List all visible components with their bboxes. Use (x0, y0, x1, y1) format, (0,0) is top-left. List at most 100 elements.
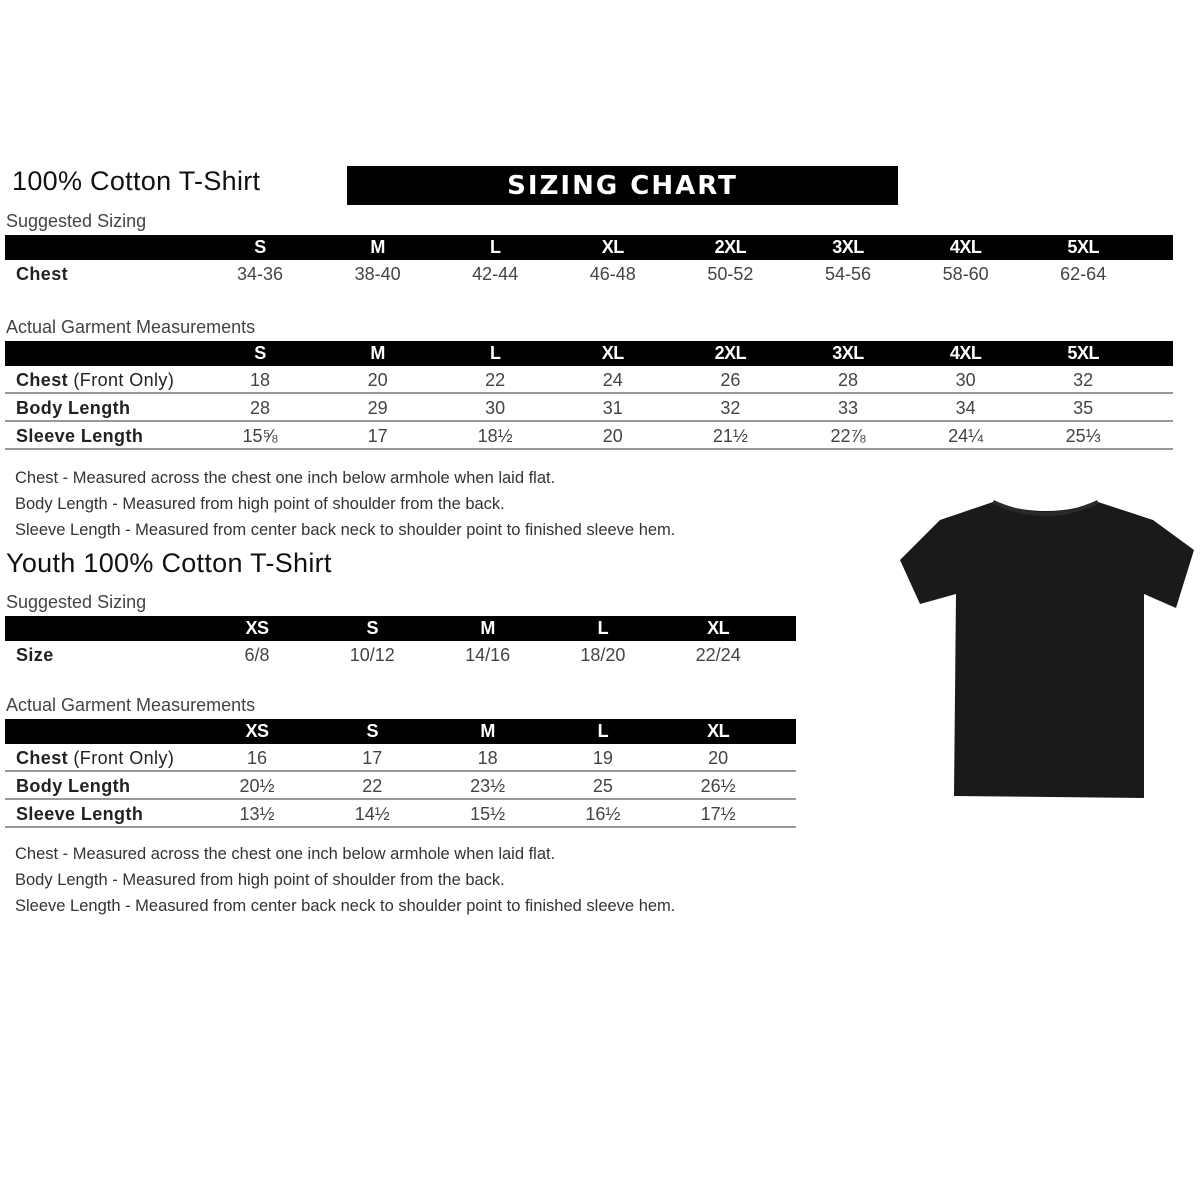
table-row: Sleeve Length 15⅝ 17 18½ 20 21½ 22⅞ 24¼ 25⅓ (5, 422, 1173, 450)
youth-note-body: Body Length - Measured from high point o… (15, 871, 505, 889)
table-row: Chest 34-36 38-40 42-44 46-48 50-52 54-56 58-60… (5, 260, 1173, 288)
size-header: S (254, 237, 266, 257)
row-label-text: Chest (16, 264, 69, 284)
row-label: Size (16, 645, 54, 666)
size-header: 4XL (949, 343, 982, 363)
cell-value: 22 (485, 370, 506, 390)
cell-value: 18/20 (580, 645, 626, 665)
cell-value: 20 (602, 426, 623, 446)
size-header-row: S M L XL 2XL 3XL 4XL 5XL (5, 341, 1173, 366)
size-header: XL (707, 721, 730, 741)
row-label-text: Body Length (16, 776, 131, 796)
cell-value: 29 (367, 398, 388, 418)
table-row: Sleeve Length 13½ 14½ 15½ 16½ 17½ (5, 800, 796, 828)
cell-value: 30 (955, 370, 976, 390)
adult-note-body: Body Length - Measured from high point o… (15, 495, 505, 513)
cell-value: 22⅞ (830, 426, 866, 446)
cell-value: 28 (837, 370, 859, 390)
adult-note-chest: Chest - Measured across the chest one in… (15, 469, 556, 487)
cell-value: 20 (367, 370, 388, 390)
row-label: Chest (Front Only) (16, 748, 174, 769)
cell-value: 20 (708, 748, 729, 768)
youth-title: Youth 100% Cotton T-Shirt (6, 548, 332, 578)
cell-value: 18½ (477, 426, 513, 446)
size-header: L (597, 618, 609, 638)
sizing-chart-banner: SIZING CHART (347, 166, 898, 205)
size-header: L (489, 237, 501, 257)
cell-value: 24¼ (948, 426, 984, 446)
row-label-text: Sleeve Length (16, 426, 144, 446)
cell-value: 38-40 (354, 264, 401, 284)
size-header: 3XL (832, 237, 864, 257)
size-header: M (480, 618, 495, 638)
cell-value: 14/16 (465, 645, 511, 665)
size-header: XL (707, 618, 730, 638)
cell-value: 18 (249, 370, 271, 390)
cell-value: 19 (592, 748, 613, 768)
size-header: 2XL (714, 237, 747, 257)
size-header: M (480, 721, 495, 741)
size-header-row: XS S M L XL (5, 616, 796, 641)
cell-value: 16½ (585, 804, 621, 824)
size-header: 5XL (1067, 343, 1099, 363)
cell-value: 21½ (712, 426, 748, 446)
size-header: 4XL (949, 237, 982, 257)
cell-value: 32 (1073, 370, 1094, 390)
cell-value: 28 (249, 398, 271, 418)
size-header: 5XL (1067, 237, 1099, 257)
size-header: S (254, 343, 266, 363)
row-label: Sleeve Length (16, 804, 143, 825)
size-header: XL (601, 343, 625, 363)
table-row: Body Length 28 29 30 31 32 33 34 35 (5, 394, 1173, 422)
cell-value: 6/8 (244, 645, 270, 665)
row-label: Chest (Front Only) (16, 370, 174, 391)
size-header: S (366, 618, 379, 638)
cell-value: 26 (720, 370, 741, 390)
youth-actual-table: XS S M L XL Chest (Front Only) 16 17 18 19 20 Body … (5, 719, 796, 828)
cell-value: 17½ (700, 804, 736, 824)
cell-value: 16 (246, 748, 268, 768)
row-label-text: Chest (16, 748, 69, 768)
cell-value: 10/12 (349, 645, 395, 665)
cell-value: 25 (592, 776, 613, 796)
tshirt-image (900, 500, 1194, 798)
size-header: XS (245, 618, 269, 638)
row-label: Body Length (16, 776, 130, 797)
cell-value: 50-52 (707, 264, 754, 284)
table-row: Chest (Front Only) 18 20 22 24 26 28 30 32 (5, 366, 1173, 394)
cell-value: 32 (720, 398, 741, 418)
row-label-text: Chest (16, 370, 69, 390)
cell-value: 46-48 (589, 264, 636, 284)
cell-value: 42-44 (472, 264, 519, 284)
cell-value: 62-64 (1060, 264, 1107, 284)
cell-value: 15½ (470, 804, 506, 824)
cell-value: 23½ (470, 776, 506, 796)
adult-note-sleeve: Sleeve Length - Measured from center bac… (15, 521, 676, 539)
cell-value: 14½ (354, 804, 390, 824)
size-header: L (597, 721, 609, 741)
row-label-extra: (Front Only) (68, 748, 175, 768)
table-row: Body Length 20½ 22 23½ 25 26½ (5, 772, 796, 800)
cell-value: 34-36 (236, 264, 284, 284)
size-header: XL (601, 237, 625, 257)
cell-value: 15⅝ (242, 426, 278, 446)
cell-value: 22/24 (695, 645, 741, 665)
cell-value: 13½ (239, 804, 275, 824)
adult-actual-label: Actual Garment Measurements (6, 317, 256, 337)
row-label-extra: (Front Only) (68, 370, 175, 390)
row-label-text: Body Length (16, 398, 131, 418)
row-label: Body Length (16, 398, 130, 419)
size-header-row: XS S M L XL (5, 719, 796, 744)
row-label-text: Sleeve Length (16, 804, 144, 824)
adult-suggested-label: Suggested Sizing (6, 211, 147, 231)
cell-value: 17 (362, 748, 383, 768)
youth-suggested-label: Suggested Sizing (6, 592, 147, 612)
cell-value: 24 (602, 370, 623, 390)
cell-value: 30 (485, 398, 506, 418)
youth-actual-label: Actual Garment Measurements (6, 695, 256, 715)
row-label: Sleeve Length (16, 426, 143, 447)
size-header: M (370, 343, 385, 363)
cell-value: 26½ (700, 776, 736, 796)
youth-suggested-table: XS S M L XL Size 6/8 10/12 14/16 18/20 22/24 (5, 616, 796, 669)
